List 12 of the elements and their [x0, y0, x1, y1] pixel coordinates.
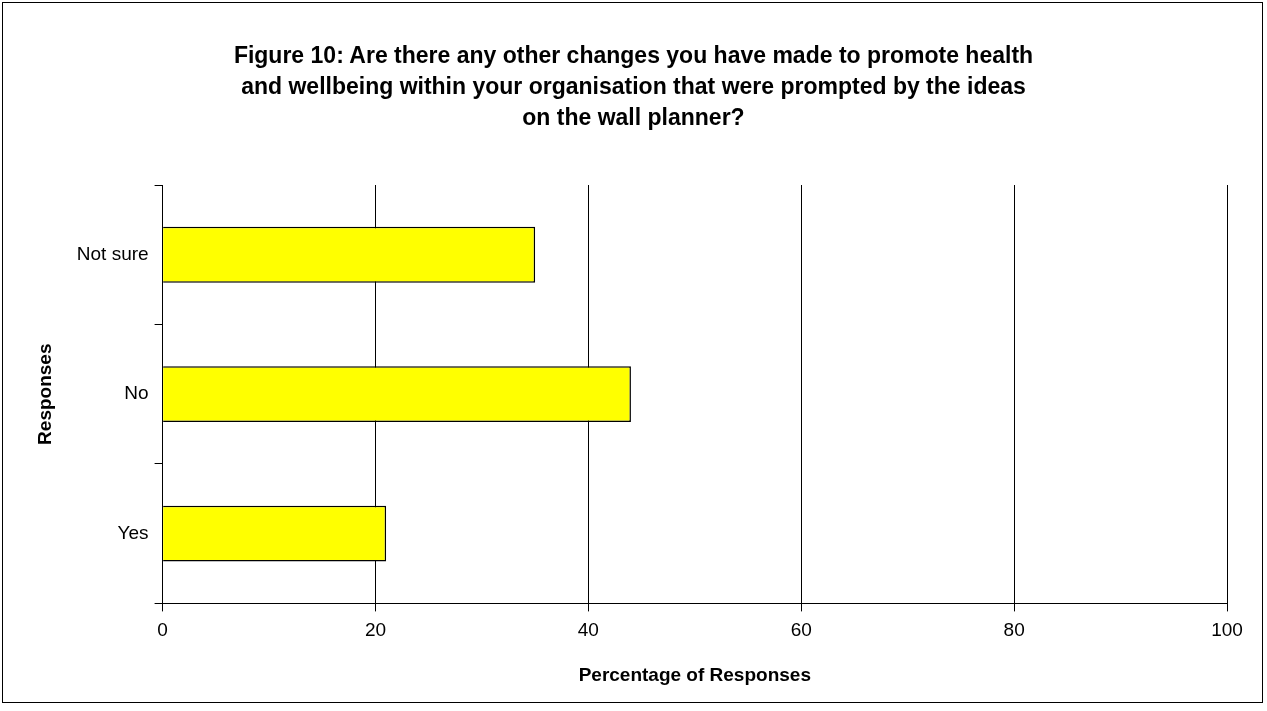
x-tick-label: 0	[157, 619, 168, 641]
x-tick-label: 40	[577, 619, 599, 641]
x-tick-label: 80	[1003, 619, 1025, 641]
y-tick-label: No	[124, 382, 149, 404]
x-axis-title: Percentage of Responses	[578, 663, 811, 685]
chart-title: Figure 10: Are there any other changes you have made to promote health and wellbeing within your organisation that were prompted by the ideas on the wall planner?	[233, 41, 1034, 132]
x-tick-label: 60	[790, 619, 812, 641]
y-tick-label: Yes	[117, 521, 149, 543]
y-tick-label: Not sure	[76, 242, 149, 264]
y-axis-title: Responses	[33, 343, 55, 445]
x-tick-label: 20	[364, 619, 387, 641]
x-tick-label: 100	[1211, 619, 1243, 641]
